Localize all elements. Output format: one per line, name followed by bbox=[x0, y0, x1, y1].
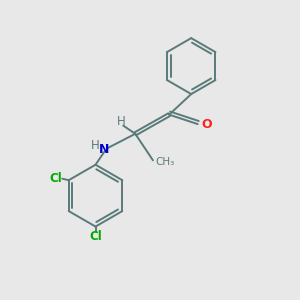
Text: O: O bbox=[202, 118, 212, 130]
Text: Cl: Cl bbox=[89, 230, 102, 243]
Text: H: H bbox=[117, 115, 125, 128]
Text: CH₃: CH₃ bbox=[155, 157, 174, 167]
Text: Cl: Cl bbox=[49, 172, 62, 185]
Text: N: N bbox=[99, 143, 110, 156]
Text: H: H bbox=[91, 140, 99, 152]
